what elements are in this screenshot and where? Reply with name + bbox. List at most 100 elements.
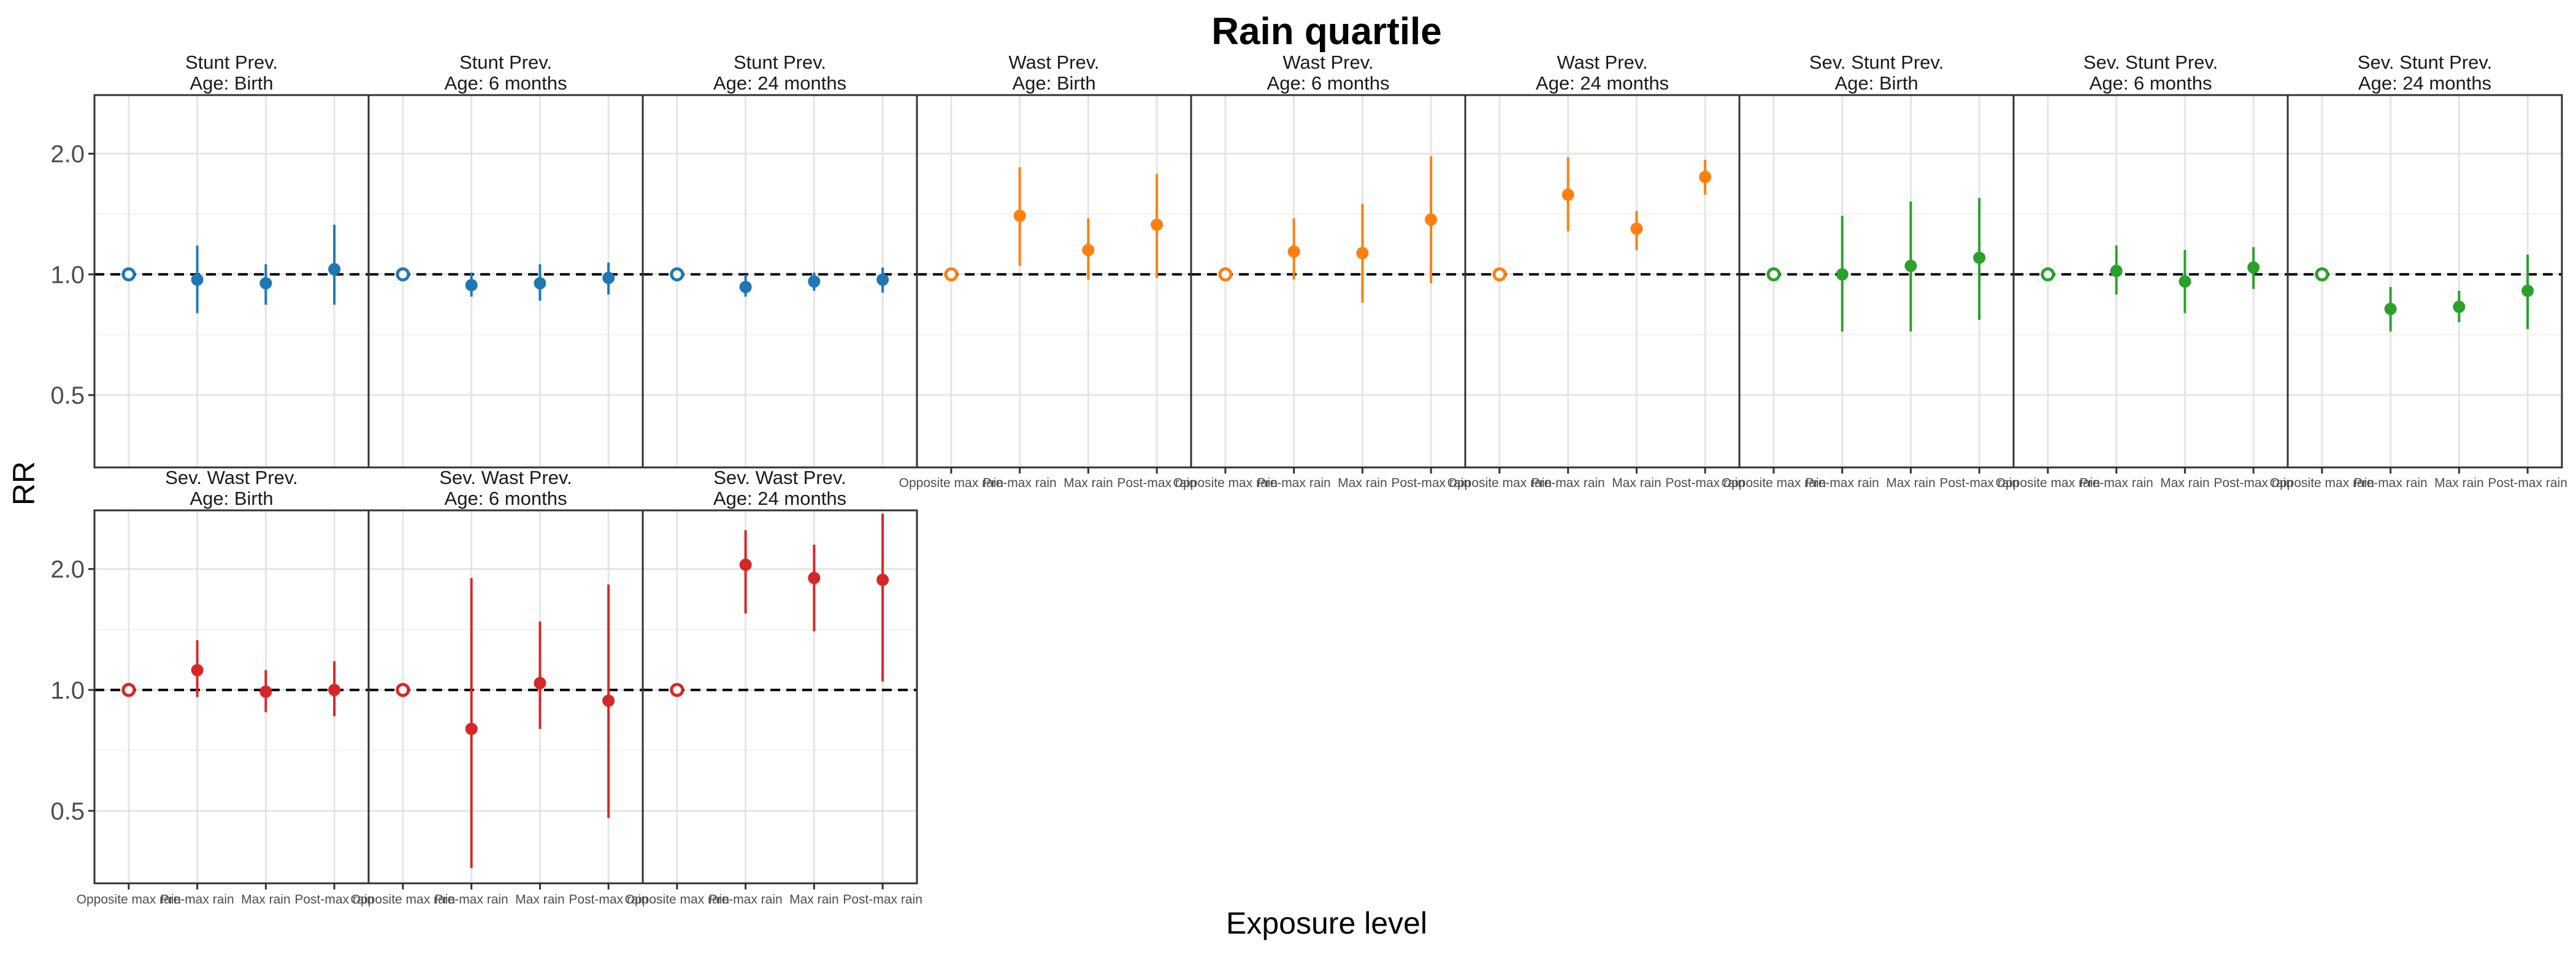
reference-point — [2315, 267, 2329, 282]
panel-background — [643, 510, 917, 883]
data-point — [2110, 264, 2123, 277]
data-point — [1630, 222, 1643, 235]
y-tick-label: 0.5 — [50, 382, 85, 409]
panel-title-line2: Age: 24 months — [713, 488, 846, 509]
x-tick-label: Opposite max rain — [625, 893, 729, 907]
x-tick-label: Max rain — [241, 893, 291, 907]
x-tick-label: Max rain — [2434, 476, 2484, 490]
x-tick-label: Post-max rain — [1665, 476, 1745, 490]
data-point — [602, 694, 615, 707]
panel-background — [369, 95, 643, 467]
panel-title-line1: Stunt Prev. — [734, 52, 826, 73]
data-point — [876, 574, 889, 586]
panel-background — [369, 510, 643, 883]
x-tick-label: Opposite max rain — [1173, 476, 1278, 490]
reference-point — [670, 267, 684, 282]
panel-border — [642, 509, 918, 885]
data-point — [739, 280, 752, 293]
reference-point — [396, 683, 410, 697]
data-point — [1287, 245, 1300, 258]
x-tick-label: Pre-max rain — [161, 893, 234, 907]
data-point — [465, 278, 478, 291]
x-tick-label: Max rain — [2160, 476, 2210, 490]
x-tick-label: Post-max rain — [2488, 476, 2567, 490]
reference-point — [1492, 267, 1507, 282]
data-point — [2521, 285, 2534, 298]
x-tick-label: Post-max rain — [2214, 476, 2293, 490]
panel-title-line1: Wast Prev. — [1557, 52, 1647, 73]
data-point — [1562, 188, 1574, 201]
panel-title-line1: Sev. Wast Prev. — [439, 467, 572, 488]
data-point — [191, 664, 204, 677]
panel-title-line1: Stunt Prev. — [459, 52, 552, 73]
data-point — [259, 685, 272, 698]
x-tick-label: Post-max rain — [569, 893, 648, 907]
x-tick-label: Pre-max rain — [983, 476, 1057, 490]
y-tick-label: 2.0 — [50, 141, 85, 168]
x-tick-label: Post-max rain — [1391, 476, 1471, 490]
x-tick-label: Pre-max rain — [1806, 476, 1879, 490]
data-point — [328, 683, 341, 696]
data-point — [876, 273, 889, 286]
panel-background — [1465, 95, 1739, 467]
panel-title-line2: Age: 6 months — [445, 488, 567, 509]
panel-title-line1: Sev. Wast Prev. — [713, 467, 846, 488]
data-point — [465, 723, 478, 735]
panel-title-line1: Wast Prev. — [1008, 52, 1099, 73]
panel-title-line2: Age: 24 months — [1536, 72, 1669, 94]
x-tick-label: Max rain — [789, 893, 839, 907]
data-point — [808, 572, 821, 585]
data-point — [1973, 252, 1986, 264]
data-point — [1904, 259, 1917, 272]
x-tick-label: Pre-max rain — [2354, 476, 2428, 490]
panel-title-line2: Age: Birth — [190, 72, 273, 94]
panel-title-line1: Stunt Prev. — [185, 52, 278, 73]
panel-title-line1: Sev. Wast Prev. — [165, 467, 297, 488]
reference-point — [121, 683, 136, 697]
y-tick-label: 2.0 — [50, 556, 85, 583]
data-point — [739, 558, 752, 571]
data-point — [2453, 301, 2466, 313]
x-tick-label: Pre-max rain — [2080, 476, 2153, 490]
panel-background — [94, 95, 369, 467]
reference-point — [396, 267, 410, 282]
x-tick-label: Max rain — [1064, 476, 1113, 490]
data-point — [1836, 268, 1849, 281]
data-point — [2247, 261, 2260, 274]
data-point — [1699, 171, 1712, 183]
x-tick-label: Opposite max rain — [1996, 476, 2100, 490]
data-point — [1151, 218, 1163, 231]
x-tick-label: Pre-max rain — [435, 893, 508, 907]
panel-background — [917, 95, 1191, 467]
data-point — [191, 273, 204, 286]
panel-background — [2014, 95, 2288, 467]
panel-title-line2: Age: 24 months — [713, 72, 846, 94]
data-point — [1013, 209, 1026, 222]
reference-point — [944, 267, 959, 282]
x-tick-label: Post-max rain — [843, 893, 922, 907]
x-tick-label: Opposite max rain — [77, 893, 181, 907]
reference-point — [670, 683, 684, 697]
y-tick-label: 1.0 — [50, 677, 85, 704]
x-tick-label: Opposite max rain — [351, 893, 455, 907]
y-axis-label: RR — [7, 461, 41, 505]
x-tick-label: Pre-max rain — [709, 893, 783, 907]
data-point — [2179, 275, 2191, 288]
x-tick-label: Opposite max rain — [2270, 476, 2374, 490]
panel-background — [2288, 95, 2562, 467]
data-point — [259, 277, 272, 290]
panel-title-line2: Age: 6 months — [2090, 72, 2212, 94]
panel-background — [1739, 95, 2014, 467]
panel-background — [1191, 95, 1465, 467]
x-tick-label: Opposite max rain — [1722, 476, 1826, 490]
chart-title: Rain quartile — [1211, 10, 1442, 53]
reference-point — [2041, 267, 2055, 282]
x-tick-label: Post-max rain — [294, 893, 374, 907]
panel-background — [643, 95, 917, 467]
data-point — [534, 277, 546, 290]
data-point — [1425, 213, 1438, 226]
data-point — [1356, 247, 1369, 259]
